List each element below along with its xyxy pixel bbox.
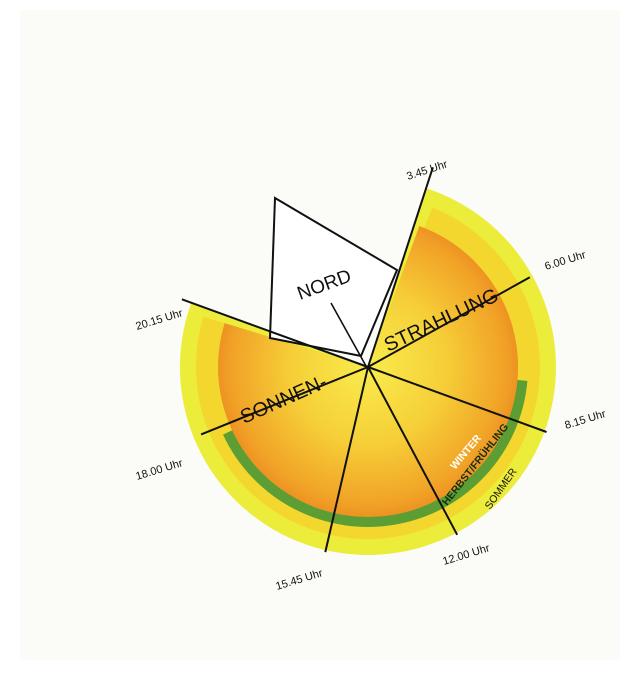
hour-lines — [181, 166, 547, 553]
line-1800 — [200, 366, 369, 436]
line-1200 — [367, 366, 459, 536]
season-rings — [179, 188, 556, 555]
line-0600 — [367, 276, 531, 368]
line-0815 — [367, 366, 547, 433]
line-1545 — [324, 366, 369, 553]
north-pointer-line — [330, 302, 367, 367]
line-2015 — [181, 298, 369, 368]
line-0345 — [367, 166, 434, 368]
sun-inner-sector — [304, 367, 467, 496]
